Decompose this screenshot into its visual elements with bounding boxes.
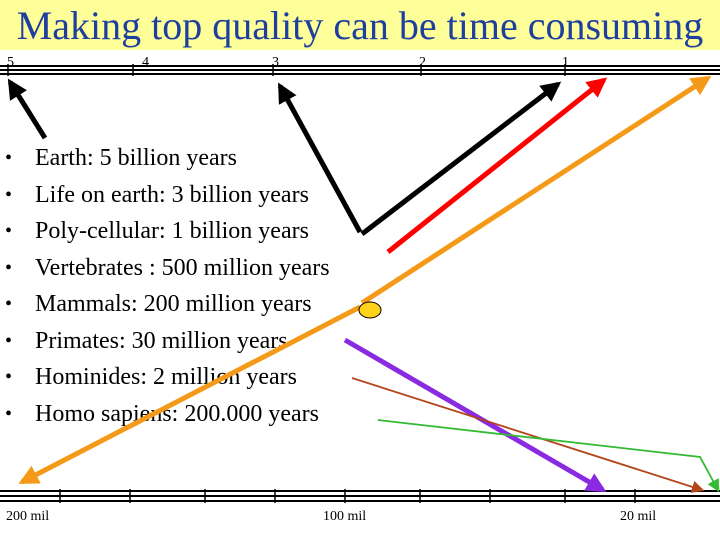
bullet-text: Homo sapiens: 200.000 years: [35, 400, 319, 427]
bottom-scale-label-200mil: 200 mil: [6, 509, 50, 524]
list-item: • Homo sapiens: 200.000 years: [0, 396, 330, 433]
top-timeline: [0, 64, 720, 76]
bullet-text: Poly-cellular: 1 billion years: [35, 218, 309, 244]
list-item: • Life on earth: 3 billion years: [0, 177, 330, 214]
polycellular-arrow: [360, 81, 562, 236]
bullet-dot: •: [5, 329, 13, 352]
bottom-scale-label-100mil: 100 mil: [323, 509, 367, 524]
top-tick-label-3: 3: [272, 55, 279, 70]
page-title: Making top quality can be time consuming: [16, 3, 704, 48]
life-arrow: [277, 82, 363, 234]
bullet-text: Earth: 5 billion years: [35, 145, 237, 171]
bullet-list: • Earth: 5 billion years • Life on earth: …: [0, 140, 330, 432]
top-tick-label-4: 4: [142, 55, 149, 70]
bullet-text: Vertebrates : 500 million years: [35, 254, 330, 281]
list-item: • Primates: 30 million years: [0, 323, 330, 360]
top-tick-label-1: 1: [562, 55, 569, 70]
bullet-text: Mammals: 200 million years: [35, 291, 312, 317]
list-item: • Poly-cellular: 1 billion years: [0, 213, 330, 250]
mammals-marker: [358, 301, 382, 319]
bullet-dot: •: [5, 220, 13, 242]
bullet-dot: •: [5, 293, 13, 315]
bottom-timeline: [0, 489, 720, 503]
mammals-arrow-down: [18, 304, 362, 485]
vertebrates-arrow: [386, 77, 608, 254]
top-tick-label-2: 2: [419, 55, 426, 70]
bullet-text: Life on earth: 3 billion years: [35, 181, 309, 208]
bullet-text: Primates: 30 million years: [35, 327, 288, 354]
list-item: • Vertebrates : 500 million years: [0, 250, 330, 287]
bullet-text: Hominides: 2 million years: [35, 364, 297, 390]
list-item: • Hominides: 2 million years: [0, 359, 330, 396]
list-item: • Earth: 5 billion years: [0, 140, 330, 177]
bullet-dot: •: [5, 256, 13, 279]
primates-arrow: [343, 337, 607, 493]
title-band: [0, 0, 720, 50]
bullet-dot: •: [5, 402, 13, 425]
bottom-scale-label-20mil: 20 mil: [620, 509, 657, 524]
bullet-dot: •: [5, 183, 13, 206]
hominides-arrow: [351, 377, 705, 493]
list-item: • Mammals: 200 million years: [0, 286, 330, 323]
bullet-dot: •: [5, 147, 13, 169]
earth-arrow: [7, 78, 48, 140]
homo-sapiens-arrow: [377, 419, 720, 493]
bullet-dot: •: [5, 366, 13, 388]
top-tick-label-5: 5: [7, 55, 14, 70]
mammals-arrow-up: [360, 75, 712, 306]
